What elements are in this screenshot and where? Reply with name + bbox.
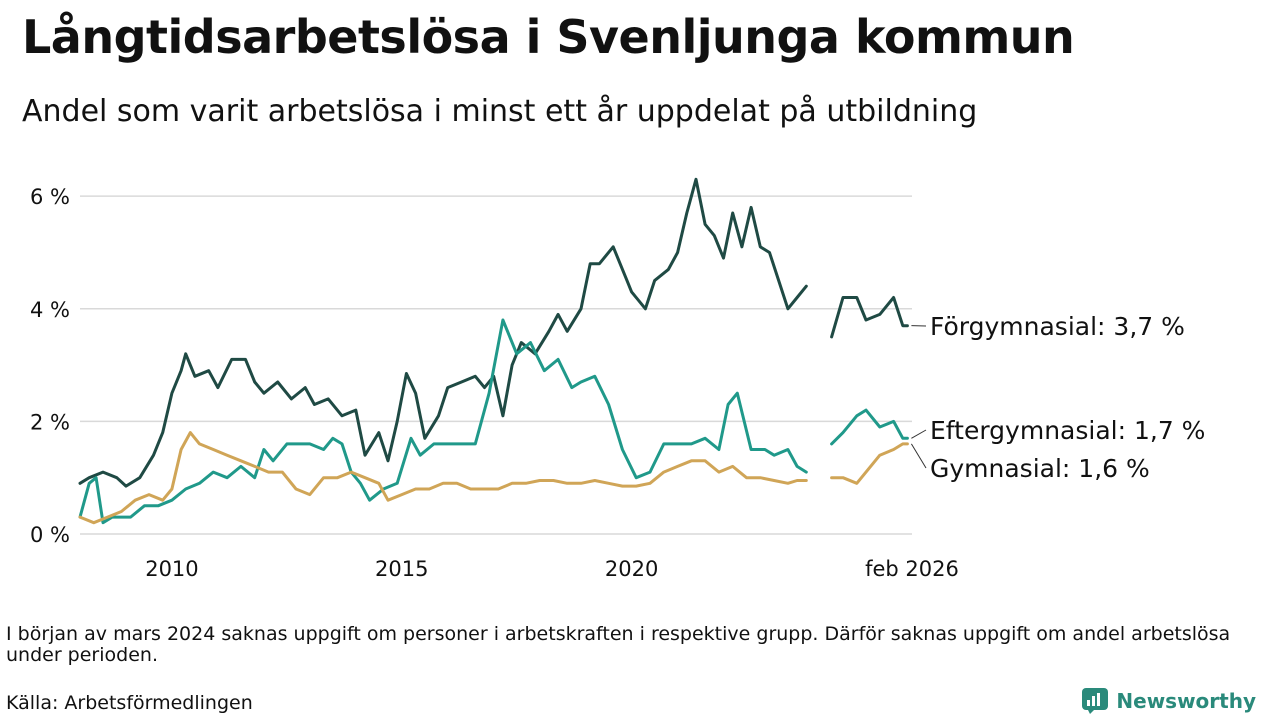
- y-tick-label: 6 %: [30, 185, 70, 209]
- label-leader-line: [910, 443, 927, 469]
- brand-logo: Newsworthy: [1082, 688, 1256, 714]
- series-end-label: Eftergymnasial: 1,7 %: [930, 416, 1205, 445]
- source-text: Källa: Arbetsförmedlingen: [6, 692, 253, 714]
- y-tick-label: 0 %: [30, 523, 70, 547]
- newsworthy-logo-icon: [1082, 688, 1109, 714]
- footnote: I början av mars 2024 saknas uppgift om …: [6, 623, 1231, 666]
- series-line-eftergymnasial: [830, 408, 909, 446]
- label-leader-line: [911, 429, 927, 439]
- x-tick-label: 2020: [605, 557, 658, 581]
- line-chart: 0 % 2 % 4 % 6 % 2010 2015 2020 feb 2026 Förgymna…: [30, 177, 1205, 581]
- brand-name: Newsworthy: [1116, 689, 1256, 713]
- x-tick-label: 2015: [375, 557, 428, 581]
- series-end-label: Gymnasial: 1,6 %: [930, 454, 1150, 483]
- y-tick-label: 2 %: [30, 410, 70, 434]
- x-tick-label: 2010: [145, 557, 198, 581]
- chart-subtitle: Andel som varit arbetslösa i minst ett å…: [22, 94, 978, 129]
- x-tick-label: feb 2026: [865, 557, 959, 581]
- series-line-eftergymnasial: [78, 318, 808, 525]
- series-line-gymnasial: [78, 431, 808, 525]
- chart-title: Långtidsarbetslösa i Svenljunga kommun: [22, 10, 1075, 64]
- series-line-gymnasial: [830, 442, 909, 485]
- y-tick-label: 4 %: [30, 298, 70, 322]
- series-line-förgymnasial: [78, 177, 808, 488]
- series-line-förgymnasial: [830, 296, 909, 339]
- series-end-label: Förgymnasial: 3,7 %: [930, 312, 1185, 341]
